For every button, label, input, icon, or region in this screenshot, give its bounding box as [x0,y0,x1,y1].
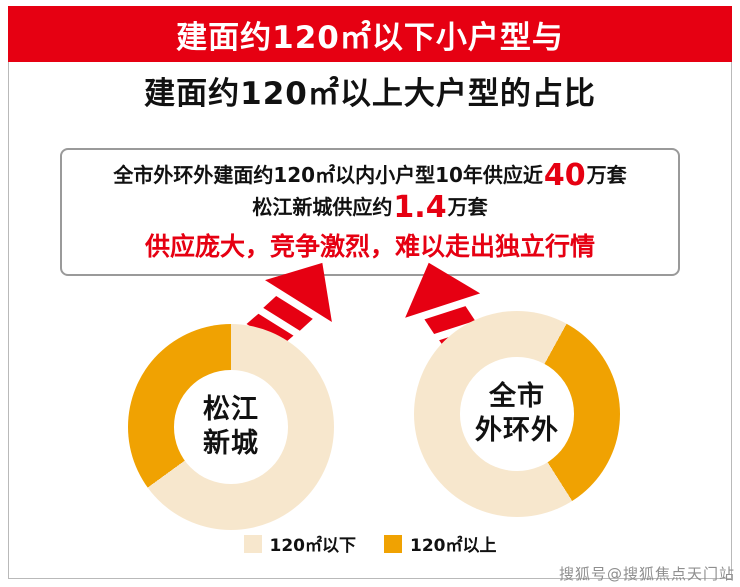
legend-label-above-120: 120㎡以上 [410,536,497,556]
title-line2: 建面约120㎡以上大户型的占比 [144,76,596,112]
donut-center-label-citywide: 全市 外环外 [460,357,574,471]
donut-label-songjiang-line1: 松江 [203,394,259,426]
legend-item-above-120: 120㎡以上 [384,531,497,556]
info-line-2-text: 松江新城供应约 [252,195,393,219]
info-box: 全市外环外建面约120㎡以内小户型10年供应近40万套 松江新城供应约1.4万套… [60,148,680,276]
info-line-2-highlight: 1.4 [393,190,447,225]
info-line-1-suffix: 万套 [586,163,627,187]
chart-legend: 120㎡以下 120㎡以上 [0,531,740,556]
title-banner: 建面约120㎡以下小户型与 [8,6,732,62]
legend-swatch-above-120 [384,534,402,553]
info-line-1: 全市外环外建面约120㎡以内小户型10年供应近40万套 [113,161,626,191]
info-line-3: 供应庞大，竞争激烈，难以走出独立行情 [144,232,595,261]
info-line-1-highlight: 40 [543,158,586,193]
donut-chart-citywide: 全市 外环外 [414,311,620,517]
info-line-2: 松江新城供应约1.4万套 [252,193,487,223]
donut-chart-songjiang: 松江 新城 [128,324,334,530]
legend-swatch-below-120 [243,534,262,553]
info-line-1-text: 全市外环外建面约120㎡以内小户型10年供应近 [113,163,543,187]
donut-label-citywide-line2: 外环外 [475,415,559,446]
legend-item-below-120: 120㎡以下 [243,531,357,556]
watermark-text: 搜狐号@搜狐焦点天门站 [558,565,735,583]
info-line-2-suffix: 万套 [447,195,488,219]
donut-label-songjiang-line2: 新城 [203,428,259,459]
donut-center-label-songjiang: 松江 新城 [174,370,288,484]
legend-label-below-120: 120㎡以下 [269,536,357,556]
donut-label-citywide-line1: 全市 [489,381,545,413]
title-line1: 建面约120㎡以下小户型与 [176,19,564,56]
